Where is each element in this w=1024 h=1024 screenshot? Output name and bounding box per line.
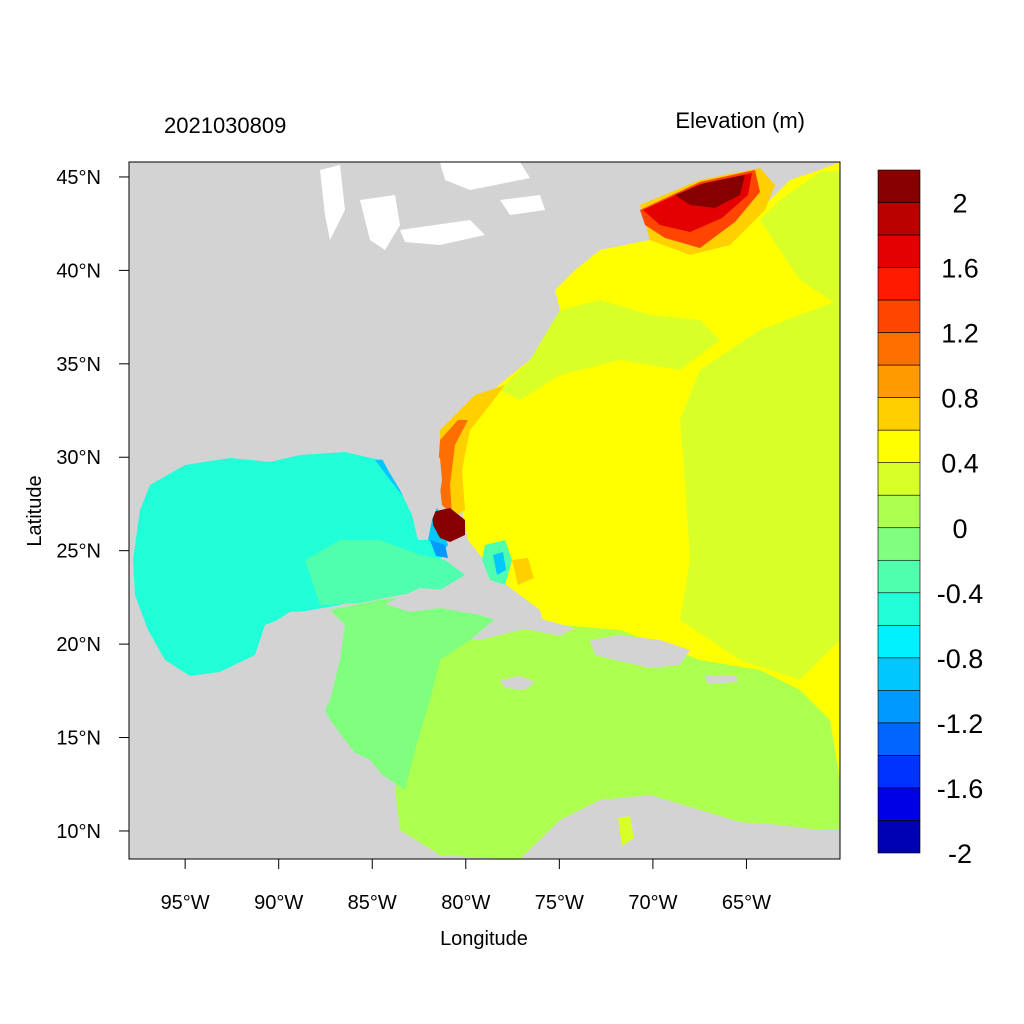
y-tick-label: 35°N [56,354,101,376]
y-tick-label: 20°N [56,634,101,656]
x-tick-label: 95°W [161,892,210,914]
atlantic-greenyellow-region [680,170,840,680]
colorbar-swatch [877,559,921,594]
y-tick-label: 25°N [56,541,101,563]
central-america [129,690,420,859]
colorbar-swatch [877,494,921,529]
y-tick-label: 15°N [56,728,101,750]
colorbar-swatch [877,722,921,756]
colorbar-swatch [877,332,921,366]
x-tick-label: 65°W [722,892,771,914]
colorbar-label: 0.8 [941,384,979,414]
colorbar-swatch [877,625,921,659]
x-tick-label: 70°W [628,892,677,914]
colorbar-label: -0.4 [937,579,984,609]
colorbar-swatch [877,169,921,203]
colorbar-swatch [877,267,921,301]
colorbar-swatch [877,755,921,789]
jamaica-island [500,676,535,690]
yucatan-peninsula [262,610,345,730]
y-tick-label: 10°N [56,821,101,843]
puerto-rico-island [705,675,738,684]
colorbar-swatch [877,364,921,398]
x-axis-title: Longitude [440,928,528,950]
colorbar-label: 1.2 [941,319,979,349]
variable-title: Elevation (m) [675,108,805,133]
great-lakes [320,162,545,250]
plot-frame [128,161,841,860]
maracaibo-lake [618,816,634,846]
florida-bay [430,540,448,558]
colorbar-swatch [877,202,921,236]
colorbar-swatch [877,397,921,431]
bahamas-orange-patch [512,558,534,585]
south-florida-surge [432,508,465,542]
colorbar-label: 0 [952,514,967,544]
colorbar-swatch [877,462,921,496]
date-title: 2021030809 [164,113,286,138]
x-tick-label: 85°W [348,892,397,914]
y-axis-title: Latitude [24,475,46,546]
y-tick-label: 45°N [56,167,101,189]
cuba-island [385,588,575,636]
colorbar-label: -0.8 [937,644,984,674]
gulf-of-maine-deepred [675,175,745,208]
hispaniola-island [590,635,690,668]
colorbar-swatch [877,820,921,854]
colorbar-label: 1.6 [941,254,979,284]
se-coast-deep-orange [438,420,468,515]
colorbar-swatch [877,592,921,626]
y-axis: 45°N 40°N 35°N 30°N 25°N 20°N 15°N 10°N [56,167,129,843]
colorbar-swatch [877,690,921,724]
x-tick-label: 90°W [254,892,303,914]
colorbar-label: 0.4 [941,449,979,479]
colorbar-label: -2 [948,839,972,869]
colorbar-swatch [877,657,921,691]
colorbar-label: -1.6 [937,774,984,804]
bahamas-blue-patch [493,552,506,575]
se-coast-orange [440,385,505,520]
colorbar-swatch [877,527,921,561]
colorbar-swatch [877,234,921,268]
south-america [520,795,840,859]
colorbar-swatch [877,787,921,821]
western-caribbean-region [315,595,500,790]
colorbar-swatch [877,299,921,333]
x-axis: 95°W 90°W 85°W 80°W 75°W 70°W 65°W [161,859,771,914]
florida-peninsula [380,452,442,540]
atlantic-greenyellow-nw [500,300,720,400]
x-tick-label: 75°W [535,892,584,914]
colorbar-label: 2 [952,189,967,219]
y-tick-label: 40°N [56,260,101,282]
y-tick-label: 30°N [56,447,101,469]
colorbar-label: -1.2 [937,709,984,739]
x-tick-label: 80°W [441,892,490,914]
colorbar-swatch [877,429,921,464]
colorbar: 2 1.6 1.2 0.8 0.4 0 -0.4 -0.8 -1.2 -1.6 -2 [877,169,984,869]
map-plot-area [129,162,840,859]
gulf-of-mexico-region [133,452,445,676]
